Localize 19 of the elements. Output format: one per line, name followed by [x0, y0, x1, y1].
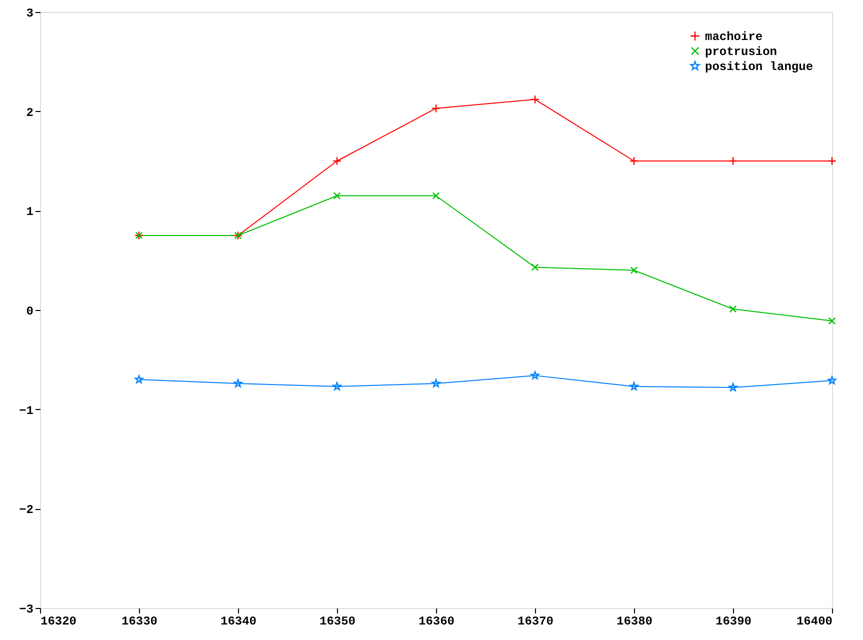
y-tick-label: −3 [19, 602, 34, 616]
x-tick-label: 16380 [616, 614, 653, 628]
y-tick-label: 1 [26, 205, 34, 220]
x-tick-label: 16390 [715, 614, 752, 628]
legend-label: position langue [705, 60, 814, 74]
x-tick-label: 16370 [517, 614, 554, 628]
legend-label: machoire [705, 30, 763, 44]
x-tick-label: 16320 [40, 614, 77, 628]
x-tick-label: 16350 [319, 614, 356, 628]
y-tick-label: −1 [19, 404, 34, 418]
x-tick-label: 16360 [418, 614, 455, 628]
y-tick-label: −2 [19, 503, 34, 518]
y-tick-label: 0 [26, 304, 34, 318]
x-tick-label: 16400 [796, 614, 832, 628]
y-tick-label: 2 [26, 106, 34, 120]
y-tick-label: 3 [26, 6, 34, 20]
x-tick-label: 16340 [220, 614, 257, 628]
x-tick-label: 16330 [121, 614, 158, 628]
legend-label: protrusion [705, 45, 778, 59]
